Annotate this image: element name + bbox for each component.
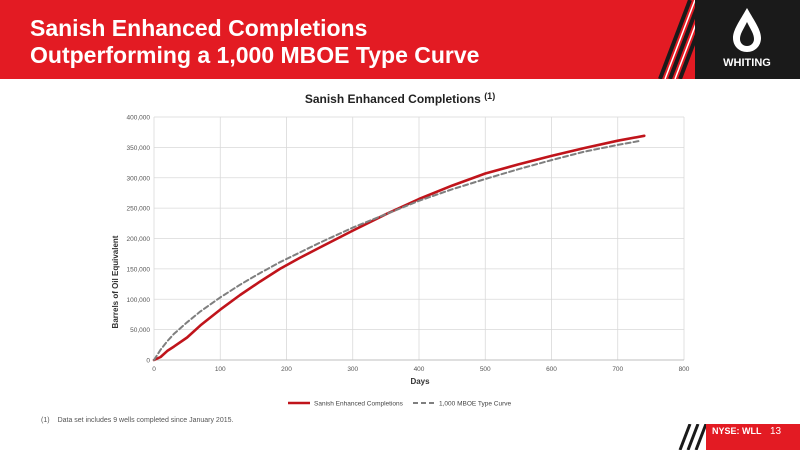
x-tick-label: 600 — [546, 366, 557, 373]
x-axis-label: Days — [410, 377, 430, 386]
chart-legend: Sanish Enhanced Completions 1,000 MBOE Ty… — [288, 401, 512, 408]
legend-label: Sanish Enhanced Completions — [314, 401, 404, 408]
chart-series — [152, 134, 646, 362]
page-number: 13 — [770, 426, 782, 437]
production-chart: Sanish Enhanced Completions (1) 0 50,000 1… — [111, 91, 690, 408]
chart-title: Sanish Enhanced Completions (1) — [305, 91, 495, 106]
x-tick-label: 100 — [215, 366, 226, 373]
chart-gridlines — [153, 116, 685, 361]
x-tick-label: 200 — [281, 366, 292, 373]
ticker-label: NYSE: WLL — [712, 426, 762, 436]
company-logo: WHITING — [695, 0, 800, 79]
y-tick-label: 250,000 — [127, 206, 151, 213]
slide-title-line-2: Outperforming a 1,000 MBOE Type Curve — [30, 42, 480, 68]
x-tick-label: 0 — [152, 366, 156, 373]
y-tick-label: 100,000 — [127, 297, 151, 304]
y-tick-label: 50,000 — [130, 327, 150, 334]
chart-title-text: Sanish Enhanced Completions — [305, 92, 481, 106]
y-axis-label: Barrels of Oil Equivalent — [111, 235, 120, 328]
x-tick-label: 500 — [480, 366, 491, 373]
x-tick-label: 800 — [679, 366, 690, 373]
chart-title-superscript: (1) — [484, 91, 495, 101]
legend-label: 1,000 MBOE Type Curve — [439, 401, 512, 408]
svg-text:WHITING: WHITING — [723, 57, 771, 69]
footer-band — [678, 424, 800, 450]
header-stripes — [658, 0, 700, 79]
type-curve-series-line — [153, 139, 642, 361]
footnote-number: (1) — [41, 417, 50, 424]
y-tick-label: 300,000 — [127, 175, 151, 182]
y-tick-label: 350,000 — [127, 145, 151, 152]
chart-axes: 0 50,000 100,000 150,000 200,000 250,000 300,0… — [127, 115, 690, 374]
footnote-text: Data set includes 9 wells completed sinc… — [57, 417, 234, 424]
x-tick-label: 700 — [612, 366, 623, 373]
y-tick-label: 0 — [146, 358, 150, 365]
enhanced-completions-series-line — [152, 134, 646, 362]
y-tick-label: 150,000 — [127, 266, 151, 273]
ticker-prefix: NYSE: — [712, 426, 740, 436]
footnote: (1) Data set includes 9 wells completed s… — [41, 417, 233, 424]
x-tick-label: 300 — [347, 366, 358, 373]
slide-title-line-1: Sanish Enhanced Completions — [30, 15, 368, 41]
y-tick-label: 400,000 — [127, 115, 151, 122]
ticker-symbol: WLL — [742, 426, 762, 436]
y-tick-label: 200,000 — [127, 236, 151, 243]
x-tick-label: 400 — [414, 366, 425, 373]
slide-header: Sanish Enhanced Completions Outperformin… — [0, 0, 800, 79]
